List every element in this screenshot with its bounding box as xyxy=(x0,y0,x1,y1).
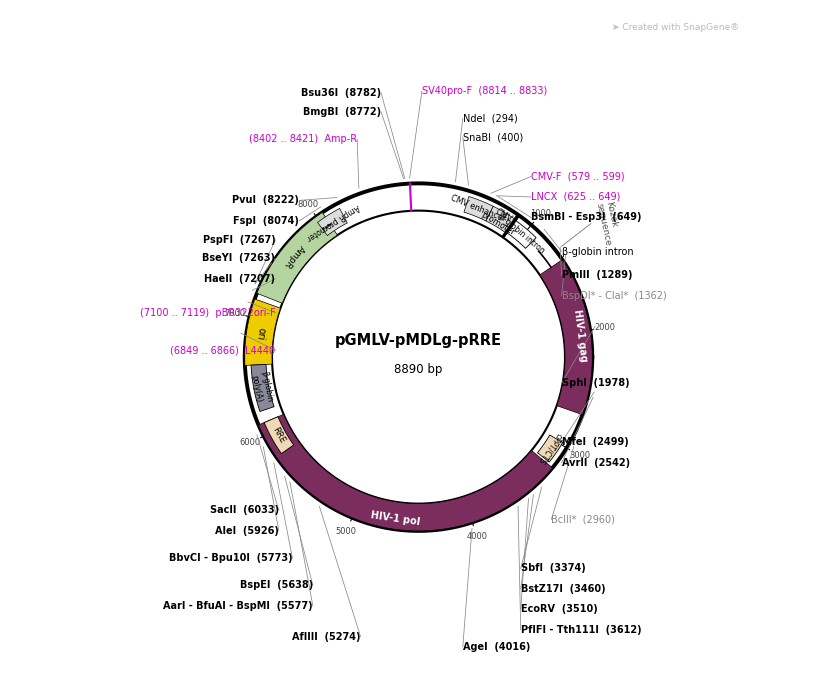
Text: Kozak
sequence: Kozak sequence xyxy=(594,200,622,247)
Text: BbvCI - Bpu10I  (5773): BbvCI - Bpu10I (5773) xyxy=(169,553,292,563)
Text: BspDI* - ClaI*  (1362): BspDI* - ClaI* (1362) xyxy=(561,291,665,301)
Polygon shape xyxy=(264,417,293,453)
Text: 6000: 6000 xyxy=(239,438,261,447)
Text: PmlII  (1289): PmlII (1289) xyxy=(561,271,631,280)
Text: AmpR: AmpR xyxy=(282,243,306,270)
Polygon shape xyxy=(258,414,552,531)
Text: BmgBI  (8772): BmgBI (8772) xyxy=(303,106,380,117)
Text: CMV-F  (579 .. 599): CMV-F (579 .. 599) xyxy=(530,172,624,181)
Polygon shape xyxy=(506,221,535,248)
Polygon shape xyxy=(251,364,273,412)
Text: CMV enhancer: CMV enhancer xyxy=(449,194,507,223)
Polygon shape xyxy=(257,212,337,303)
Text: 3000: 3000 xyxy=(568,451,589,460)
Text: HIV-1 pol: HIV-1 pol xyxy=(370,510,420,528)
Text: HIV-1 gag: HIV-1 gag xyxy=(572,309,589,363)
Text: AvrII  (2542): AvrII (2542) xyxy=(561,458,629,468)
Text: 1000: 1000 xyxy=(530,209,551,218)
Text: AarI - BfuAI - BspMI  (5577): AarI - BfuAI - BspMI (5577) xyxy=(163,601,313,611)
Text: β-globin intron: β-globin intron xyxy=(497,212,546,255)
Polygon shape xyxy=(244,183,592,531)
Text: SbfI  (3374): SbfI (3374) xyxy=(520,563,584,574)
Text: (8402 .. 8421)  Amp-R: (8402 .. 8421) Amp-R xyxy=(249,134,357,144)
Text: BclII*  (2960): BclII* (2960) xyxy=(551,515,614,524)
Text: BsmBI - Esp3I  (649): BsmBI - Esp3I (649) xyxy=(530,212,640,223)
Text: BstZ17I  (3460): BstZ17I (3460) xyxy=(520,584,604,594)
Polygon shape xyxy=(463,196,492,221)
Text: PflFI - Tth111I  (3612): PflFI - Tth111I (3612) xyxy=(520,624,640,635)
Text: CMV
promoter: CMV promoter xyxy=(479,201,521,238)
Polygon shape xyxy=(244,299,280,365)
Text: AleI  (5926): AleI (5926) xyxy=(215,526,278,536)
Text: 7000: 7000 xyxy=(224,308,245,317)
Text: 2000: 2000 xyxy=(594,323,614,332)
Text: NdeI  (294): NdeI (294) xyxy=(462,113,517,124)
Text: β-globin
poly(A): β-globin poly(A) xyxy=(248,370,273,405)
Text: cPPT/CTS: cPPT/CTS xyxy=(536,431,563,465)
Polygon shape xyxy=(537,435,562,462)
Text: pGMLV-pMDLg-pRRE: pGMLV-pMDLg-pRRE xyxy=(334,333,502,348)
Text: (7100 .. 7119)  pBR322ori-F: (7100 .. 7119) pBR322ori-F xyxy=(140,308,275,318)
Text: FspI  (8074): FspI (8074) xyxy=(233,216,299,226)
Polygon shape xyxy=(486,206,515,233)
Text: 8890 bp: 8890 bp xyxy=(394,363,442,376)
Text: SV40pro-F  (8814 .. 8833): SV40pro-F (8814 .. 8833) xyxy=(421,87,547,96)
Text: PspFI  (7267): PspFI (7267) xyxy=(202,235,275,245)
Text: AflIII  (5274): AflIII (5274) xyxy=(292,631,360,642)
Polygon shape xyxy=(539,260,592,415)
Text: Bsu36I  (8782): Bsu36I (8782) xyxy=(300,88,380,98)
Text: SphI  (1978): SphI (1978) xyxy=(561,378,629,388)
Polygon shape xyxy=(317,208,347,236)
Text: AgeI  (4016): AgeI (4016) xyxy=(462,642,529,652)
Text: HaeII  (7207): HaeII (7207) xyxy=(204,273,275,284)
Text: PvuI  (8222): PvuI (8222) xyxy=(232,195,299,205)
Text: 4000: 4000 xyxy=(466,532,487,541)
Text: LNCX  (625 .. 649): LNCX (625 .. 649) xyxy=(530,192,619,202)
Text: EcoRV  (3510): EcoRV (3510) xyxy=(520,605,597,614)
Text: (6849 .. 6866)  L4440: (6849 .. 6866) L4440 xyxy=(170,346,275,355)
Text: ori: ori xyxy=(254,327,266,341)
Text: MfeI  (2499): MfeI (2499) xyxy=(561,438,628,447)
Text: SacII  (6033): SacII (6033) xyxy=(210,506,278,515)
Text: ➤ Created with SnapGene®: ➤ Created with SnapGene® xyxy=(611,23,738,32)
Text: BseYI  (7263): BseYI (7263) xyxy=(202,254,275,263)
Text: AmpR promoter: AmpR promoter xyxy=(304,202,360,242)
Text: SnaBI  (400): SnaBI (400) xyxy=(462,132,522,142)
Text: BspEI  (5638): BspEI (5638) xyxy=(239,581,313,590)
Text: 5000: 5000 xyxy=(335,527,356,536)
Text: β-globin intron: β-globin intron xyxy=(561,247,633,256)
Text: 8000: 8000 xyxy=(297,200,318,209)
Text: RRE: RRE xyxy=(270,425,286,444)
Polygon shape xyxy=(501,214,519,238)
